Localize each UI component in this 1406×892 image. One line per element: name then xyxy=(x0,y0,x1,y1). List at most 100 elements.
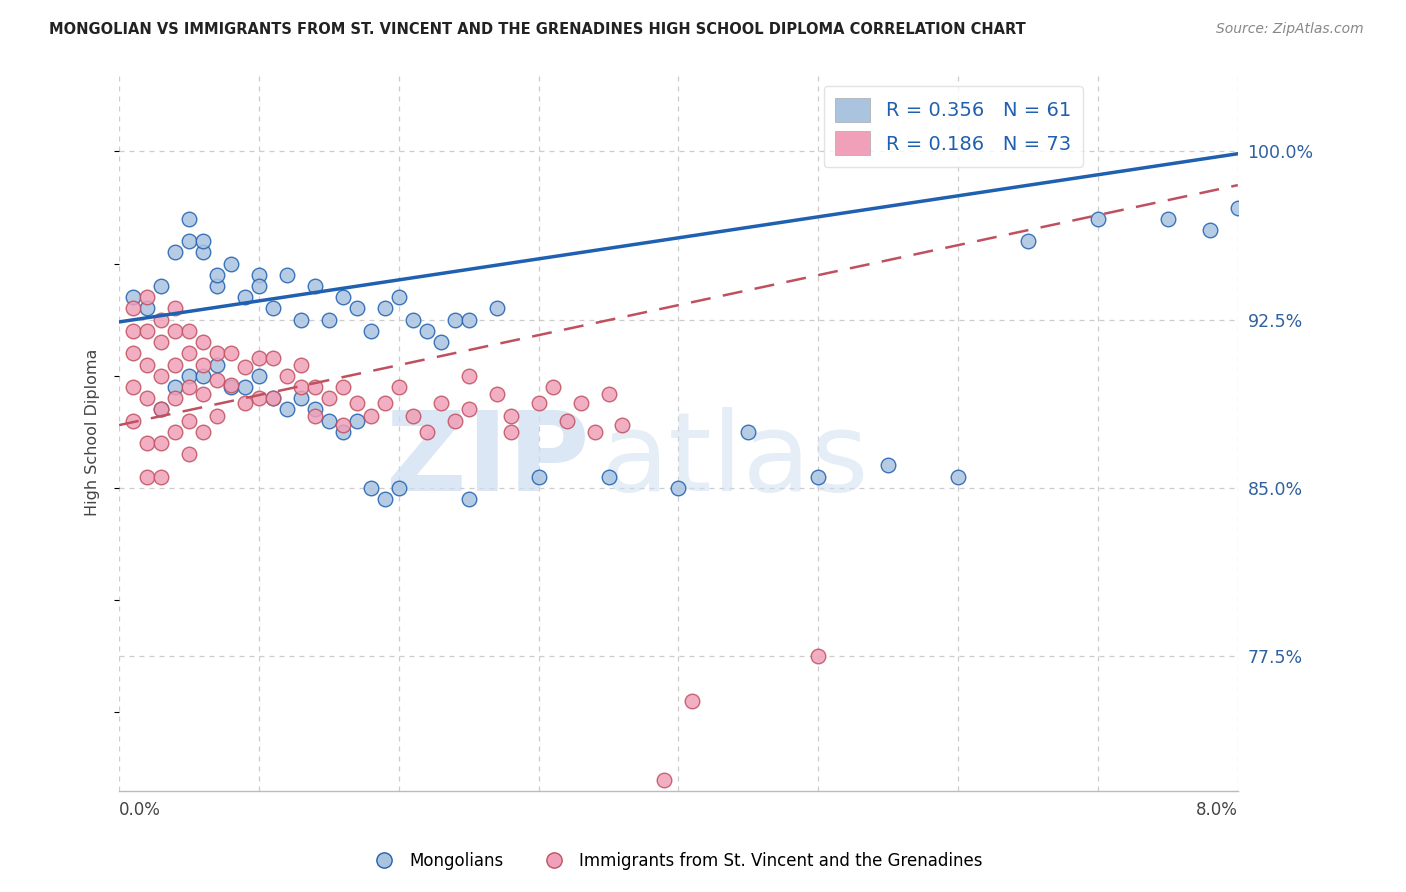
Point xyxy=(136,391,159,405)
Point xyxy=(443,414,465,428)
Point xyxy=(737,425,759,439)
Point xyxy=(346,301,368,316)
Point xyxy=(402,409,425,424)
Point xyxy=(205,268,228,282)
Point xyxy=(205,409,228,424)
Point xyxy=(304,402,326,417)
Point xyxy=(233,290,256,304)
Point xyxy=(360,481,382,495)
Text: Source: ZipAtlas.com: Source: ZipAtlas.com xyxy=(1216,22,1364,37)
Point xyxy=(346,414,368,428)
Point xyxy=(415,324,437,338)
Point xyxy=(485,386,508,401)
Point xyxy=(527,395,550,409)
Point xyxy=(1198,223,1220,237)
Point xyxy=(247,368,270,383)
Point xyxy=(346,395,368,409)
Point xyxy=(150,335,173,350)
Point xyxy=(122,324,145,338)
Point xyxy=(1226,201,1249,215)
Point xyxy=(163,245,186,260)
Point xyxy=(150,279,173,293)
Point xyxy=(598,469,620,483)
Point xyxy=(233,380,256,394)
Point xyxy=(150,402,173,417)
Text: 8.0%: 8.0% xyxy=(1197,802,1237,820)
Point xyxy=(318,391,340,405)
Point xyxy=(429,335,451,350)
Point xyxy=(304,279,326,293)
Point xyxy=(555,414,578,428)
Point xyxy=(360,409,382,424)
Point xyxy=(150,436,173,450)
Point xyxy=(332,380,354,394)
Point xyxy=(374,492,396,507)
Point xyxy=(654,772,676,787)
Point xyxy=(569,395,592,409)
Point xyxy=(191,245,214,260)
Point xyxy=(136,358,159,372)
Point xyxy=(332,425,354,439)
Point xyxy=(360,324,382,338)
Point xyxy=(163,358,186,372)
Point xyxy=(388,290,411,304)
Point xyxy=(290,358,312,372)
Point xyxy=(136,324,159,338)
Point xyxy=(177,447,200,461)
Point xyxy=(247,268,270,282)
Point xyxy=(136,436,159,450)
Point xyxy=(191,335,214,350)
Point xyxy=(388,380,411,394)
Point xyxy=(136,290,159,304)
Point xyxy=(205,358,228,372)
Point xyxy=(219,377,242,392)
Point xyxy=(191,358,214,372)
Point xyxy=(122,414,145,428)
Point xyxy=(177,234,200,248)
Point xyxy=(598,386,620,401)
Point xyxy=(318,414,340,428)
Point xyxy=(177,414,200,428)
Point xyxy=(429,395,451,409)
Point xyxy=(219,257,242,271)
Point xyxy=(191,425,214,439)
Point xyxy=(177,324,200,338)
Point xyxy=(233,359,256,374)
Point xyxy=(807,649,830,664)
Point xyxy=(457,312,479,326)
Point xyxy=(122,346,145,360)
Point xyxy=(1157,211,1180,226)
Point xyxy=(290,380,312,394)
Point xyxy=(191,386,214,401)
Point xyxy=(457,492,479,507)
Point xyxy=(163,380,186,394)
Point xyxy=(163,391,186,405)
Point xyxy=(681,694,703,708)
Point xyxy=(177,346,200,360)
Point xyxy=(290,391,312,405)
Point xyxy=(191,234,214,248)
Text: MONGOLIAN VS IMMIGRANTS FROM ST. VINCENT AND THE GRENADINES HIGH SCHOOL DIPLOMA : MONGOLIAN VS IMMIGRANTS FROM ST. VINCENT… xyxy=(49,22,1026,37)
Point xyxy=(457,402,479,417)
Point xyxy=(177,368,200,383)
Point xyxy=(262,391,284,405)
Point xyxy=(276,402,298,417)
Point xyxy=(191,368,214,383)
Text: ZIP: ZIP xyxy=(385,407,589,514)
Point xyxy=(485,301,508,316)
Point xyxy=(247,351,270,365)
Point xyxy=(443,312,465,326)
Point xyxy=(332,418,354,433)
Point xyxy=(136,301,159,316)
Point xyxy=(527,469,550,483)
Point xyxy=(668,481,690,495)
Point xyxy=(304,380,326,394)
Text: atlas: atlas xyxy=(600,407,869,514)
Point xyxy=(276,268,298,282)
Point xyxy=(163,324,186,338)
Point xyxy=(163,301,186,316)
Point xyxy=(150,368,173,383)
Point xyxy=(541,380,564,394)
Point xyxy=(374,301,396,316)
Point xyxy=(304,409,326,424)
